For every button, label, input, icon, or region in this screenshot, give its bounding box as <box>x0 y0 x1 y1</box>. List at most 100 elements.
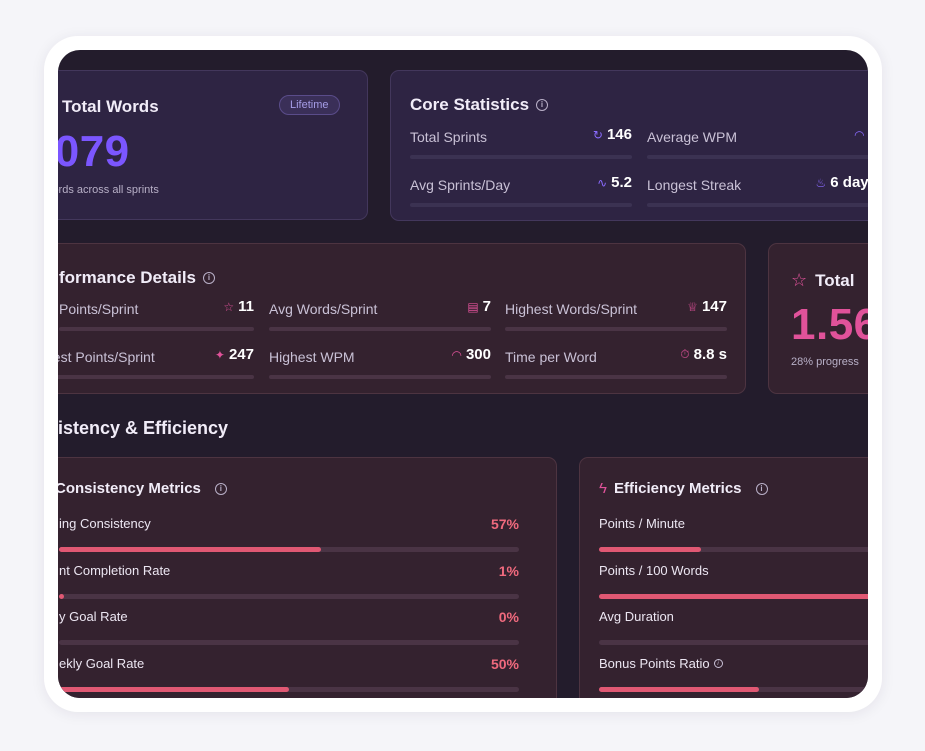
star-icon: ☆ <box>791 270 808 290</box>
metric-fill <box>599 594 868 599</box>
metric-label: Points / 100 Words <box>599 563 709 578</box>
stat-value: ∿ 5.2 <box>597 174 632 191</box>
sparkle-icon: ✦ <box>214 347 225 362</box>
stat-label: Total Sprints <box>410 129 488 145</box>
metric-label: Points / Minute <box>599 516 685 531</box>
performance-details-label: formance Details <box>59 268 196 287</box>
timer-icon: ⏱ <box>680 347 690 361</box>
metric-track <box>59 547 519 552</box>
stat-value: ↻ 146 <box>593 126 632 143</box>
stat-number: 11 <box>238 298 254 315</box>
total-words-card: Total Words Lifetime .079 l words across… <box>58 70 368 220</box>
stat-track <box>59 327 254 331</box>
consistency-metrics-card: Consistency Metrics i ing Consistency 57… <box>58 457 557 698</box>
lightning-icon: ϟ <box>599 480 607 497</box>
metric-track <box>599 594 868 599</box>
gauge-icon: ◠ <box>451 347 462 362</box>
metric-label: y Goal Rate <box>59 609 128 624</box>
consistency-efficiency-heading: istency & Efficiency <box>58 418 229 438</box>
metric-label: nt Completion Rate <box>59 563 171 578</box>
stat-value: ✦ 247 <box>215 346 254 363</box>
stat-points-sprint: Points/Sprint ☆ 11 <box>59 298 254 331</box>
activity-icon: ∿ <box>597 175 608 190</box>
stat-track <box>647 203 868 207</box>
stat-label: hest Points/Sprint <box>58 349 155 365</box>
total-words-subtitle: l words across all sprints <box>58 184 159 196</box>
metric-track <box>599 547 868 552</box>
stat-avg-sprints-day: Avg Sprints/Day ∿ 5.2 <box>410 174 632 207</box>
stat-label: Average WPM <box>647 129 737 145</box>
trophy-icon: ♕ <box>687 299 698 314</box>
stat-label: Avg Sprints/Day <box>410 177 511 193</box>
info-icon[interactable]: i <box>214 482 227 495</box>
total-points-label: Total <box>815 270 855 290</box>
stat-highest-points-sprint: hest Points/Sprint ✦ 247 <box>58 346 254 379</box>
star-icon: ☆ <box>223 299 235 314</box>
stat-number: 8.8 s <box>693 346 727 363</box>
metric-value: 57% <box>490 516 519 532</box>
metric-label-text: Bonus Points Ratio <box>599 656 710 671</box>
metric-fill <box>59 594 64 599</box>
stat-highest-words-sprint: Highest Words/Sprint ♕ 147 <box>505 298 727 331</box>
stat-avg-words-sprint: Avg Words/Sprint ▤ 7 <box>269 298 491 331</box>
efficiency-metrics-title: ϟ Efficiency Metrics i <box>599 480 768 497</box>
stat-track <box>269 327 491 331</box>
flame-icon: ♨ <box>815 175 827 190</box>
stat-value: ♨ 6 days <box>816 174 868 191</box>
performance-details-title: formance Details i <box>59 268 215 288</box>
stat-number: 300 <box>465 346 491 363</box>
document-icon: ▤ <box>467 299 479 314</box>
metric-fill <box>599 687 759 692</box>
metric-track <box>599 640 868 645</box>
metric-label: ekly Goal Rate <box>59 656 145 671</box>
total-points-subtitle: 28% progress <box>791 356 859 368</box>
stat-value: ♕ 147 <box>687 298 727 315</box>
metric-row: Bonus Points Ratio i <box>599 656 868 692</box>
metric-label: Bonus Points Ratio i <box>599 656 723 671</box>
metric-label: Avg Duration <box>599 609 674 624</box>
stat-value: ◠ 300 <box>451 346 491 363</box>
stat-track <box>410 203 632 207</box>
stat-label: Highest Words/Sprint <box>505 301 638 317</box>
metric-row: Points / Minute <box>599 516 868 552</box>
stat-number: 147 <box>701 298 727 315</box>
total-words-value: .079 <box>58 127 130 176</box>
metric-row: ing Consistency 57% <box>59 516 519 552</box>
stat-longest-streak: Longest Streak ♨ 6 days <box>647 174 868 207</box>
stat-value: ⏱ 8.8 s <box>680 346 727 363</box>
total-points-value: 1.56 <box>791 300 868 349</box>
stat-value: ▤ 7 <box>467 298 491 315</box>
stat-average-wpm: Average WPM ◠ 7 <box>647 126 868 159</box>
stat-number: 146 <box>606 126 632 143</box>
efficiency-metrics-label: Efficiency Metrics <box>613 480 742 497</box>
total-words-title: Total Words <box>62 97 159 116</box>
info-icon[interactable]: i <box>755 482 768 495</box>
stat-label: Points/Sprint <box>59 301 139 317</box>
info-icon[interactable]: i <box>713 659 723 668</box>
stat-value: ☆ 11 <box>223 298 254 315</box>
metric-row: Points / 100 Words <box>599 563 868 599</box>
stat-label: Longest Streak <box>647 177 742 193</box>
metric-track <box>59 594 519 599</box>
stat-track <box>58 375 254 379</box>
metric-value: 1% <box>498 563 519 579</box>
metric-fill <box>59 687 289 692</box>
stat-total-sprints: Total Sprints ↻ 146 <box>410 126 632 159</box>
core-statistics-card: Core Statistics i Total Sprints ↻ 146 Av… <box>390 70 868 221</box>
stat-value: ◠ 7 <box>854 126 868 143</box>
stat-track <box>647 155 868 159</box>
stat-track <box>269 375 491 379</box>
total-points-card: ☆ Total 1.56 28% progress <box>768 243 868 394</box>
metric-track <box>59 640 519 645</box>
info-icon[interactable]: i <box>203 272 215 284</box>
info-icon[interactable]: i <box>536 99 549 111</box>
stat-track <box>505 327 727 331</box>
stat-label: Highest WPM <box>269 349 355 365</box>
performance-details-card: formance Details i Points/Sprint ☆ 11 Av… <box>58 243 746 394</box>
core-statistics-label: Core Statistics <box>410 95 530 114</box>
refresh-icon: ↻ <box>592 127 603 142</box>
metric-track <box>599 687 868 692</box>
stat-number: 6 days <box>830 174 868 191</box>
stat-highest-wpm: Highest WPM ◠ 300 <box>269 346 491 379</box>
metric-fill <box>59 547 322 552</box>
